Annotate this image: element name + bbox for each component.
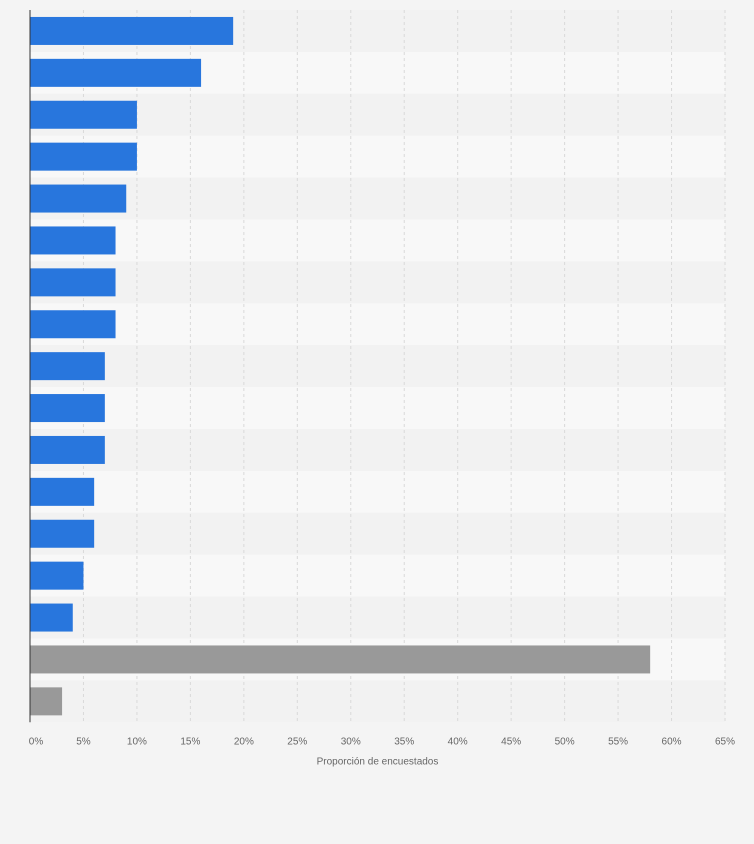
row-band: [30, 387, 725, 429]
row-band: [30, 345, 725, 388]
row-band: [30, 219, 725, 262]
x-tick-label: 60%: [662, 736, 682, 747]
row-band: [30, 303, 725, 346]
bar[interactable]: [30, 394, 105, 423]
bar[interactable]: [30, 561, 84, 590]
row-band: [30, 135, 725, 178]
bar[interactable]: [30, 687, 63, 716]
x-tick-label: 45%: [501, 736, 521, 747]
x-axis-ticks: 0% 5% 10% 15% 20% 25% 30% 35% 40% 45% 50% 55% 60% 65%: [29, 736, 735, 747]
row-band: [30, 512, 725, 555]
bar[interactable]: [30, 310, 116, 339]
x-tick-label: 5%: [76, 736, 91, 747]
row-band: [30, 680, 725, 723]
x-tick-label: 35%: [394, 736, 414, 747]
row-band: [30, 470, 725, 513]
bar[interactable]: [30, 142, 137, 171]
bar[interactable]: [30, 603, 73, 632]
x-axis-label: Proporción de encuestados: [317, 756, 439, 767]
x-tick-label: 65%: [715, 736, 735, 747]
bars: [30, 16, 651, 716]
x-tick-label: 20%: [234, 736, 254, 747]
bar[interactable]: [30, 519, 95, 548]
x-tick-label: 10%: [127, 736, 147, 747]
bar[interactable]: [30, 184, 127, 213]
bar[interactable]: [30, 352, 105, 381]
bar[interactable]: [30, 16, 234, 45]
row-band: [30, 596, 725, 639]
x-tick-label: 30%: [341, 736, 361, 747]
row-band: [30, 177, 725, 220]
bar[interactable]: [30, 100, 137, 129]
bar[interactable]: [30, 58, 202, 87]
bar[interactable]: [30, 435, 105, 464]
x-tick-label: 55%: [608, 736, 628, 747]
x-tick-label: 40%: [448, 736, 468, 747]
row-band: [30, 554, 725, 597]
x-tick-label: 50%: [555, 736, 575, 747]
x-tick-label: 25%: [287, 736, 307, 747]
bar[interactable]: [30, 645, 651, 674]
row-band: [30, 261, 725, 304]
x-tick-label: 15%: [180, 736, 200, 747]
row-band: [30, 93, 725, 136]
bar[interactable]: [30, 268, 116, 297]
x-tick-label: 0%: [29, 736, 44, 747]
bar[interactable]: [30, 226, 116, 255]
bar[interactable]: [30, 477, 95, 506]
row-band: [30, 429, 725, 471]
